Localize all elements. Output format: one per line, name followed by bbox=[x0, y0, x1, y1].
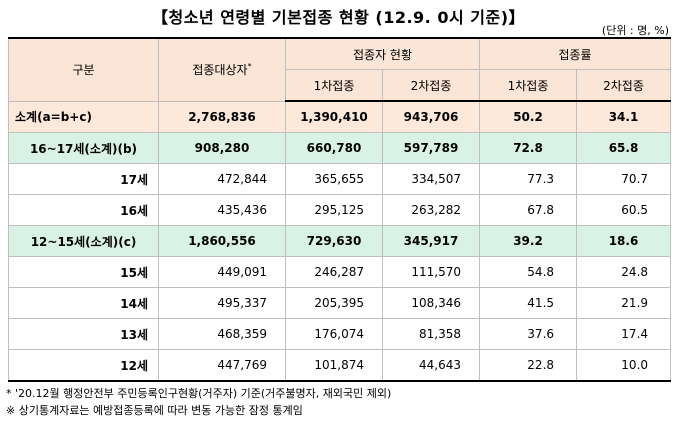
cell-dose2: 943,706 bbox=[381, 100, 481, 133]
cell-rate2: 10.0 bbox=[576, 349, 672, 382]
table-row: 13세 468,359 176,074 81,358 37.6 17.4 bbox=[8, 318, 672, 350]
cell-dose1: 101,874 bbox=[285, 349, 383, 382]
header-target: 접종대상자* bbox=[158, 37, 286, 102]
cell-target: 447,769 bbox=[158, 349, 286, 382]
cell-target: 472,844 bbox=[158, 163, 286, 195]
cell-target: 468,359 bbox=[158, 318, 286, 350]
header-dose2-rate: 2차접종 bbox=[576, 69, 672, 102]
cell-rate1: 22.8 bbox=[479, 349, 578, 382]
cell-dose1: 295,125 bbox=[285, 194, 383, 226]
cell-rate2: 24.8 bbox=[576, 256, 672, 288]
cell-rate1: 72.8 bbox=[479, 132, 578, 164]
row-label: 16세 bbox=[8, 194, 159, 226]
cell-rate1: 39.2 bbox=[479, 225, 578, 257]
cell-rate1: 77.3 bbox=[479, 163, 578, 195]
header-target-mark: * bbox=[247, 62, 252, 72]
cell-dose2: 334,507 bbox=[381, 163, 481, 195]
row-label: 17세 bbox=[8, 163, 159, 195]
cell-rate1: 50.2 bbox=[479, 100, 578, 133]
row-label: 12세 bbox=[8, 349, 159, 382]
table-row: 14세 495,337 205,395 108,346 41.5 21.9 bbox=[8, 287, 672, 319]
header-dose2-count: 2차접종 bbox=[381, 69, 481, 102]
cell-rate1: 37.6 bbox=[479, 318, 578, 350]
cell-target: 449,091 bbox=[158, 256, 286, 288]
row-label: 15세 bbox=[8, 256, 159, 288]
cell-dose1: 365,655 bbox=[285, 163, 383, 195]
header-vaccinated: 접종자 현황 bbox=[284, 37, 481, 70]
table-row: 15세 449,091 246,287 111,570 54.8 24.8 bbox=[8, 256, 672, 288]
cell-dose1: 729,630 bbox=[285, 225, 383, 257]
header-rate: 접종률 bbox=[479, 37, 672, 70]
row-label: 소계(a=b+c) bbox=[8, 100, 159, 133]
cell-rate2: 17.4 bbox=[576, 318, 672, 350]
cell-target: 908,280 bbox=[158, 132, 286, 164]
table-row-total: 소계(a=b+c) 2,768,836 1,390,410 943,706 50… bbox=[8, 100, 672, 133]
cell-target: 2,768,836 bbox=[158, 100, 286, 133]
page-title: 【청소년 연령별 기본접종 현황 (12.9. 0시 기준)】 bbox=[151, 8, 526, 27]
cell-rate1: 54.8 bbox=[479, 256, 578, 288]
cell-rate1: 67.8 bbox=[479, 194, 578, 226]
footnote-provisional: ※ 상기통계자료는 예방접종등록에 따라 변동 가능한 잠정 통계임 bbox=[6, 404, 303, 417]
cell-dose1: 1,390,410 bbox=[285, 100, 383, 133]
vaccination-table: 구분 접종대상자* 접종자 현황 접종률 1차접종 2차접종 1차접종 2차접종… bbox=[8, 37, 672, 382]
cell-target: 495,337 bbox=[158, 287, 286, 319]
cell-dose2: 81,358 bbox=[381, 318, 481, 350]
cell-dose2: 44,643 bbox=[381, 349, 481, 382]
cell-dose1: 205,395 bbox=[285, 287, 383, 319]
cell-dose2: 108,346 bbox=[381, 287, 481, 319]
row-label: 14세 bbox=[8, 287, 159, 319]
table-row: 16세 435,436 295,125 263,282 67.8 60.5 bbox=[8, 194, 672, 226]
cell-target: 1,860,556 bbox=[158, 225, 286, 257]
row-label: 12~15세(소계)(c) bbox=[8, 225, 159, 257]
table-row: 17세 472,844 365,655 334,507 77.3 70.7 bbox=[8, 163, 672, 195]
cell-dose2: 263,282 bbox=[381, 194, 481, 226]
row-label: 13세 bbox=[8, 318, 159, 350]
cell-dose1: 176,074 bbox=[285, 318, 383, 350]
header-category: 구분 bbox=[8, 37, 159, 102]
cell-dose1: 660,780 bbox=[285, 132, 383, 164]
cell-dose2: 111,570 bbox=[381, 256, 481, 288]
table-row: 12세 447,769 101,874 44,643 22.8 10.0 bbox=[8, 349, 672, 382]
cell-rate2: 65.8 bbox=[576, 132, 672, 164]
unit-note: (단위 : 명, %) bbox=[601, 24, 669, 37]
cell-rate2: 18.6 bbox=[576, 225, 672, 257]
cell-dose1: 246,287 bbox=[285, 256, 383, 288]
footnote-source: * '20.12월 행정안전부 주민등록인구현황(거주자) 기준(거주불명자, … bbox=[6, 387, 392, 400]
cell-dose2: 345,917 bbox=[381, 225, 481, 257]
table-row-subtotal: 12~15세(소계)(c) 1,860,556 729,630 345,917 … bbox=[8, 225, 672, 257]
cell-rate2: 70.7 bbox=[576, 163, 672, 195]
header-dose1-rate: 1차접종 bbox=[479, 69, 578, 102]
cell-rate2: 60.5 bbox=[576, 194, 672, 226]
header-target-label: 접종대상자 bbox=[192, 63, 248, 78]
cell-rate2: 34.1 bbox=[576, 100, 672, 133]
row-label: 16~17세(소계)(b) bbox=[8, 132, 159, 164]
cell-target: 435,436 bbox=[158, 194, 286, 226]
cell-rate1: 41.5 bbox=[479, 287, 578, 319]
header-dose1-count: 1차접종 bbox=[285, 69, 383, 102]
table-row-subtotal: 16~17세(소계)(b) 908,280 660,780 597,789 72… bbox=[8, 132, 672, 164]
cell-dose2: 597,789 bbox=[381, 132, 481, 164]
cell-rate2: 21.9 bbox=[576, 287, 672, 319]
